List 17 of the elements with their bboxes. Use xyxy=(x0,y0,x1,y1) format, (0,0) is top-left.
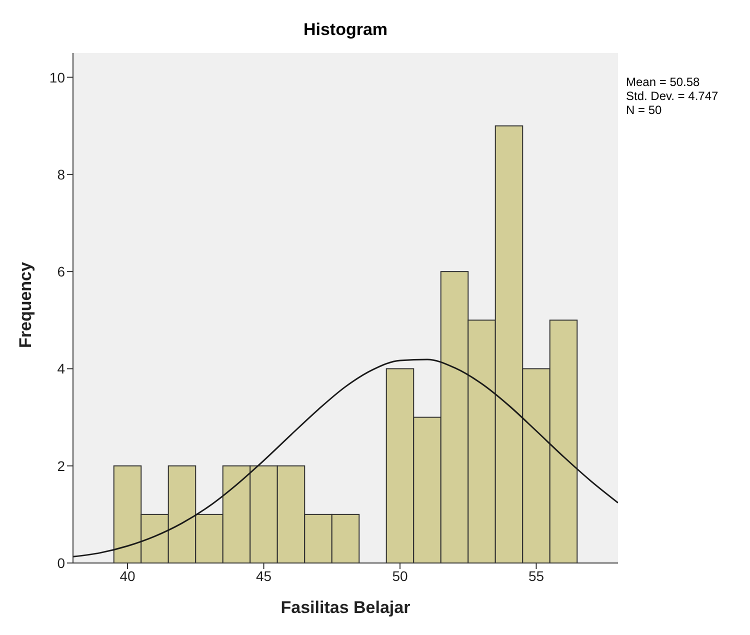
text: N = 50 xyxy=(626,103,663,117)
y-tick-label: 2 xyxy=(57,458,66,474)
x-tick-label: 45 xyxy=(256,568,272,584)
y-tick-label: 8 xyxy=(57,166,66,182)
line-series xyxy=(73,358,618,558)
y-axis-title: Frequency xyxy=(16,261,36,348)
text: Std. Dev. = 4.747 xyxy=(626,89,718,103)
x-tick-label: 55 xyxy=(528,568,544,584)
text: Mean = 50.58 xyxy=(626,75,701,89)
y-tick-label: 0 xyxy=(57,554,66,571)
x-tick-label: 50 xyxy=(392,568,408,584)
x-axis-title: Fasilitas Belajar xyxy=(280,598,411,617)
x-tick-label: 40 xyxy=(120,568,136,584)
chart-title: Histogram xyxy=(302,20,389,40)
y-tick-label: 10 xyxy=(49,69,66,86)
y-tick-label: 6 xyxy=(57,264,66,280)
y-tick-label: 4 xyxy=(57,360,66,377)
